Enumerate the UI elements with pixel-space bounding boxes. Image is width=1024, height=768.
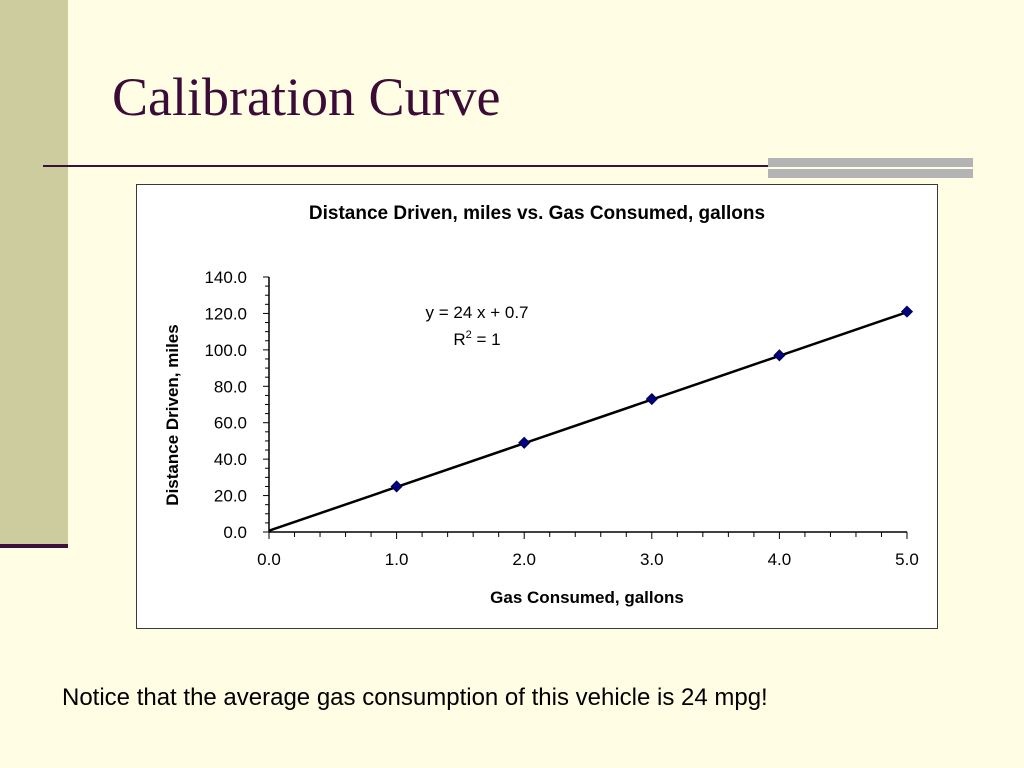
y-tick-label: 20.0: [214, 487, 247, 506]
tick-labels: 0.0 20.0 40.0 60.0 80.0 100.0 120.0 140.0 0.0 1.0…: [204, 268, 918, 569]
chart-title: Distance Driven, miles vs. Gas Consumed,…: [309, 203, 765, 224]
y-tick-label: 80.0: [214, 377, 247, 396]
tick-marks: [263, 276, 908, 539]
x-axis-title: Gas Consumed, gallons: [490, 588, 684, 607]
data-point-marker: [773, 349, 786, 362]
trendline-equation: y = 24 x + 0.7: [425, 303, 528, 322]
scatter-chart: Distance Driven, miles vs. Gas Consumed,…: [163, 203, 919, 607]
y-tick-label: 140.0: [204, 268, 247, 287]
data-point-marker: [900, 305, 914, 318]
data-point-marker: [645, 392, 658, 406]
slide-caption: Notice that the average gas consumption …: [62, 684, 768, 711]
y-axis-title: Distance Driven, miles: [163, 324, 182, 505]
r2-suffix: = 1: [472, 330, 501, 349]
r2-prefix: R: [453, 330, 465, 349]
y-tick-label: 0.0: [223, 523, 247, 542]
trendline-r-squared: R2 = 1: [453, 329, 500, 349]
x-tick-label: 2.0: [512, 550, 536, 569]
y-tick-label: 60.0: [214, 414, 247, 433]
x-tick-label: 3.0: [640, 550, 664, 569]
data-point-marker: [518, 436, 531, 449]
y-tick-label: 100.0: [204, 341, 247, 360]
trendline: [268, 310, 908, 532]
data-points: [390, 305, 914, 493]
y-tick-label: 120.0: [204, 304, 247, 323]
sidebar-base-line: [0, 544, 68, 548]
trendline-group: [268, 310, 908, 532]
y-tick-label: 40.0: [214, 450, 247, 469]
title-divider: [43, 165, 973, 167]
chart-frame: Distance Driven, miles vs. Gas Consumed,…: [136, 184, 938, 629]
x-tick-label: 0.0: [257, 550, 281, 569]
title-accent-line: [768, 167, 973, 169]
data-point-marker: [390, 480, 403, 493]
slide-sidebar: [0, 0, 68, 547]
r2-superscript: 2: [466, 329, 472, 341]
x-tick-label: 4.0: [768, 550, 792, 569]
slide-title: Calibration Curve: [112, 67, 501, 127]
x-tick-label: 1.0: [385, 550, 409, 569]
axes: [268, 277, 907, 533]
x-tick-label: 5.0: [895, 550, 919, 569]
